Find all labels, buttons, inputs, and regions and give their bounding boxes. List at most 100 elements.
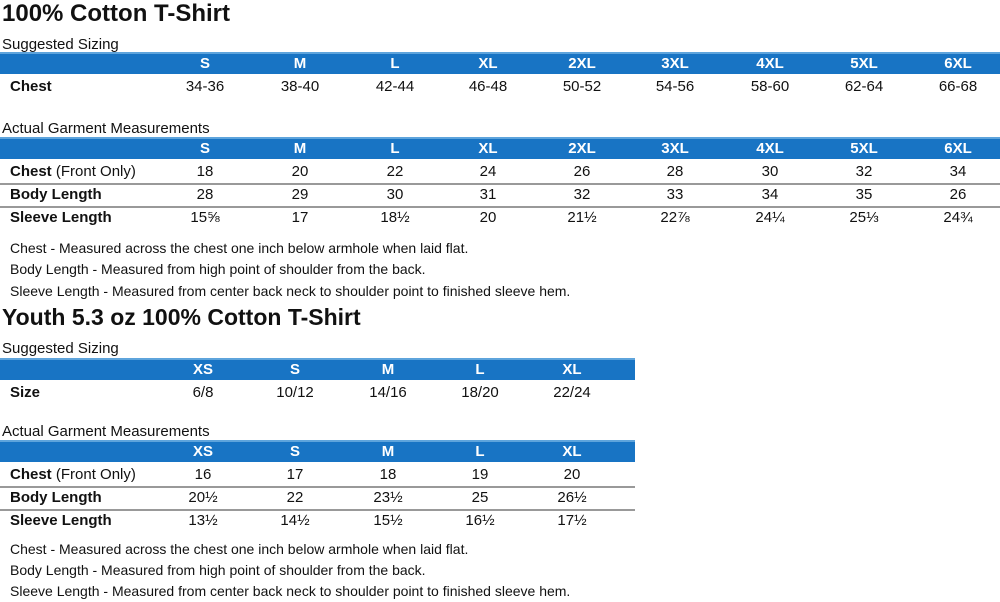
table-cell: 17 xyxy=(291,209,309,226)
size-header-4xl: 4XL xyxy=(756,55,784,72)
size-header-s: S xyxy=(199,55,211,72)
table-cell: 42-44 xyxy=(375,78,415,95)
youth-actual-table: XS S M L XL Chest (Front Only) 16 17 18 19 20 Body … xyxy=(0,440,635,535)
table-row: Sleeve Length 15⅝ 17 18½ 20 21½ 22⅞ 24¼ 25⅓ 24¾ xyxy=(0,207,1000,229)
row-label-text: Chest xyxy=(10,163,52,180)
row-label-text: Sleeve Length xyxy=(10,209,112,226)
table-cell: 34-36 xyxy=(185,78,225,95)
row-label: Chest (Front Only) xyxy=(10,163,136,180)
size-header-l: L xyxy=(390,55,400,72)
row-label: Body Length xyxy=(10,186,102,203)
table-cell: 28 xyxy=(196,186,214,203)
table-row: Chest 34-36 38-40 42-44 46-48 50-52 54-56 58-60… xyxy=(0,76,1000,98)
size-header-3xl: 3XL xyxy=(661,55,689,72)
youth-title: Youth 5.3 oz 100% Cotton T-Shirt xyxy=(2,304,361,330)
table-row: Chest (Front Only) 16 17 18 19 20 xyxy=(0,464,635,488)
table-cell: 26 xyxy=(573,163,591,180)
size-header-xs: XS xyxy=(192,361,214,378)
adult-suggested-heading: Suggested Sizing xyxy=(2,36,119,53)
table-cell: 30 xyxy=(761,163,779,180)
size-header-2xl: 2XL xyxy=(568,140,596,157)
table-cell: 30 xyxy=(386,186,404,203)
size-header-m: M xyxy=(381,443,395,460)
table-cell: 18 xyxy=(196,163,214,180)
size-header-row: S M L XL 2XL 3XL 4XL 5XL 6XL xyxy=(0,137,1000,159)
row-label-text: Size xyxy=(10,384,41,401)
table-cell: 13½ xyxy=(188,512,218,529)
adult-note-sleeve: Sleeve Length - Measured from center bac… xyxy=(10,283,571,299)
table-cell: 17½ xyxy=(557,512,587,529)
table-cell: 20 xyxy=(479,209,497,226)
size-header-row: XS S M L XL xyxy=(0,358,635,380)
row-label-note: (Front Only) xyxy=(51,466,136,483)
table-cell: 46-48 xyxy=(468,78,508,95)
table-row: Chest (Front Only) 18 20 22 24 26 28 30 32 34 xyxy=(0,161,1000,185)
table-cell: 34 xyxy=(761,186,779,203)
row-label-text: Body Length xyxy=(10,186,102,203)
table-row: Size 6/8 10/12 14/16 18/20 22/24 xyxy=(0,382,635,404)
size-header-xl: XL xyxy=(562,443,582,460)
table-cell: 20½ xyxy=(188,489,218,506)
table-cell: 24¾ xyxy=(943,209,973,226)
row-label: Chest (Front Only) xyxy=(10,466,136,483)
table-cell: 66-68 xyxy=(938,78,978,95)
size-header-s: S xyxy=(199,140,211,157)
size-header-m: M xyxy=(293,55,307,72)
table-cell: 28 xyxy=(666,163,684,180)
table-cell: 23½ xyxy=(373,489,403,506)
table-row: Body Length 20½ 22 23½ 25 26½ xyxy=(0,487,635,511)
table-cell: 54-56 xyxy=(655,78,695,95)
table-row: Sleeve Length 13½ 14½ 15½ 16½ 17½ xyxy=(0,510,635,532)
table-cell: 26½ xyxy=(557,489,587,506)
table-cell: 62-64 xyxy=(844,78,884,95)
size-header-2xl: 2XL xyxy=(568,55,596,72)
size-header-3xl: 3XL xyxy=(661,140,689,157)
size-header-xl: XL xyxy=(478,55,498,72)
table-cell: 15⅝ xyxy=(190,209,220,226)
row-label-text: Body Length xyxy=(10,489,102,506)
table-cell: 20 xyxy=(563,466,581,483)
size-header-l: L xyxy=(390,140,400,157)
size-header-row: XS S M L XL xyxy=(0,440,635,462)
adult-note-body: Body Length - Measured from high point o… xyxy=(10,261,426,277)
size-header-row: S M L XL 2XL 3XL 4XL 5XL 6XL xyxy=(0,52,1000,74)
size-header-xl: XL xyxy=(478,140,498,157)
row-label: Chest xyxy=(10,78,52,95)
row-label: Size xyxy=(10,384,40,401)
size-header-5xl: 5XL xyxy=(850,140,878,157)
table-cell: 15½ xyxy=(373,512,403,529)
size-header-l: L xyxy=(475,443,485,460)
table-cell: 18 xyxy=(379,466,397,483)
row-label-text: Chest xyxy=(10,78,52,95)
size-header-5xl: 5XL xyxy=(850,55,878,72)
table-cell: 58-60 xyxy=(750,78,790,95)
table-cell: 22/24 xyxy=(553,384,591,401)
adult-actual-table: S M L XL 2XL 3XL 4XL 5XL 6XL Chest (Front Only) 18… xyxy=(0,137,1000,232)
table-cell: 50-52 xyxy=(562,78,602,95)
table-cell: 32 xyxy=(573,186,591,203)
row-label-note: (Front Only) xyxy=(51,163,136,180)
size-header-6xl: 6XL xyxy=(944,55,972,72)
table-row: Body Length 28 29 30 31 32 33 34 35 26 xyxy=(0,184,1000,208)
table-cell: 18½ xyxy=(380,209,410,226)
table-cell: 6/8 xyxy=(192,384,214,401)
table-cell: 25⅓ xyxy=(849,209,879,226)
table-cell: 25 xyxy=(471,489,489,506)
table-cell: 22 xyxy=(386,163,404,180)
adult-suggested-table: S M L XL 2XL 3XL 4XL 5XL 6XL Chest 34-36 38-40 42-44… xyxy=(0,52,1000,100)
youth-suggested-heading: Suggested Sizing xyxy=(2,340,119,357)
table-cell: 14½ xyxy=(280,512,310,529)
table-cell: 31 xyxy=(479,186,497,203)
table-cell: 24¼ xyxy=(755,209,785,226)
table-cell: 38-40 xyxy=(280,78,320,95)
size-header-4xl: 4XL xyxy=(756,140,784,157)
row-label-text: Sleeve Length xyxy=(10,512,112,529)
row-label-text: Chest xyxy=(10,466,52,483)
size-header-m: M xyxy=(381,361,395,378)
table-cell: 24 xyxy=(479,163,497,180)
youth-actual-heading: Actual Garment Measurements xyxy=(2,423,210,440)
table-cell: 35 xyxy=(855,186,873,203)
size-header-s: S xyxy=(289,443,301,460)
size-header-s: S xyxy=(289,361,301,378)
size-header-6xl: 6XL xyxy=(944,140,972,157)
